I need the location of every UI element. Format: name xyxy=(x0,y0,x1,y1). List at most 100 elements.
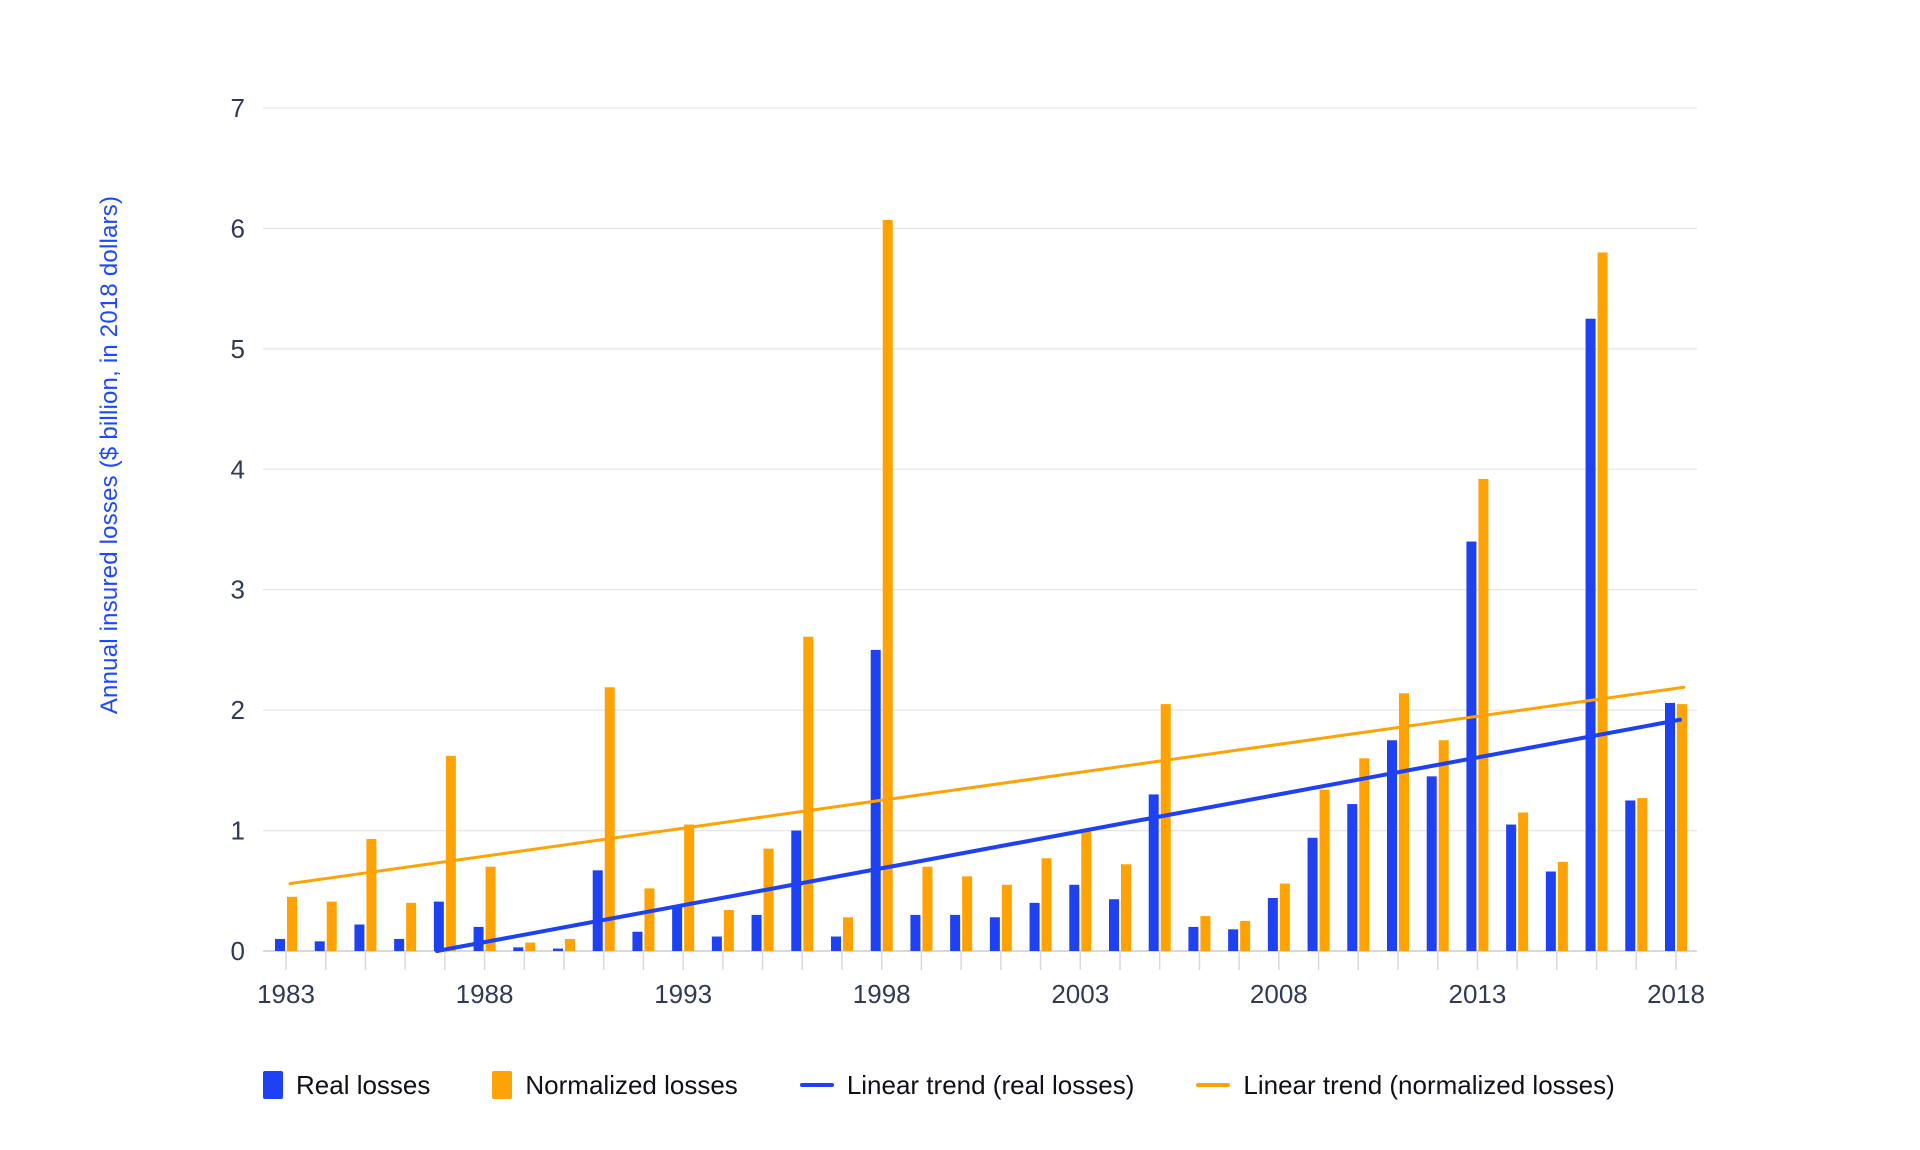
y-tick-label-5: 5 xyxy=(231,334,245,364)
bar-real-1987 xyxy=(433,901,444,951)
bar-real-1990 xyxy=(552,948,563,951)
legend-line-normalized-icon xyxy=(1196,1083,1231,1087)
bar-normalized-1992 xyxy=(644,888,655,951)
bar-normalized-1990 xyxy=(564,938,575,951)
bar-normalized-1987 xyxy=(445,755,456,951)
bar-normalized-2004 xyxy=(1120,864,1131,951)
bar-normalized-1988 xyxy=(485,866,496,951)
bar-real-1984 xyxy=(314,941,325,951)
x-tick-label-1983: 1983 xyxy=(257,979,315,1009)
bar-real-2014 xyxy=(1506,824,1517,951)
bar-normalized-2002 xyxy=(1041,858,1052,951)
bar-real-2000 xyxy=(950,914,961,951)
bar-real-1991 xyxy=(592,870,603,951)
x-tick-label-1988: 1988 xyxy=(456,979,514,1009)
bar-real-1996 xyxy=(791,830,802,951)
bar-real-2001 xyxy=(989,917,1000,951)
bar-real-1983 xyxy=(275,938,285,951)
bar-real-2011 xyxy=(1386,740,1397,951)
bar-normalized-2007 xyxy=(1240,920,1251,951)
bar-real-2002 xyxy=(1029,902,1040,951)
bar-real-1988 xyxy=(473,926,484,951)
legend-label-real: Real losses xyxy=(296,1069,431,1100)
x-tick-label-1998: 1998 xyxy=(853,979,911,1009)
bar-normalized-1985 xyxy=(366,839,377,951)
bar-normalized-1993 xyxy=(684,824,695,951)
legend: Real losses Normalized losses Linear tre… xyxy=(263,1064,1615,1106)
y-tick-label-7: 7 xyxy=(231,93,245,123)
bar-normalized-2008 xyxy=(1279,883,1290,951)
bar-chart-plot: 0 1 2 3 4 5 6 7 1983 1988 1993 1998 2003 2008 2013 2018 xyxy=(231,93,1705,1009)
bar-real-1993 xyxy=(672,906,683,951)
bar-real-2012 xyxy=(1426,776,1437,951)
legend-swatch-normalized-icon xyxy=(492,1071,513,1099)
bar-real-1989 xyxy=(513,947,524,951)
y-tick-label-4: 4 xyxy=(231,454,245,484)
bar-normalized-1995 xyxy=(763,848,774,951)
x-tick-label-2018: 2018 xyxy=(1647,979,1705,1009)
bar-real-2013 xyxy=(1466,541,1477,951)
bar-real-1995 xyxy=(751,914,762,951)
bar-real-2006 xyxy=(1188,926,1199,951)
bar-real-1986 xyxy=(394,938,405,951)
legend-line-real-icon xyxy=(799,1083,834,1087)
y-tick-label-3: 3 xyxy=(231,575,245,605)
bar-real-2003 xyxy=(1069,884,1080,951)
legend-item-real-losses: Real losses xyxy=(263,1070,430,1101)
bar-normalized-1991 xyxy=(604,687,615,951)
trend-line-normalized xyxy=(288,685,1686,886)
bar-normalized-2017 xyxy=(1637,798,1648,951)
bar-real-2017 xyxy=(1625,800,1636,951)
bar-normalized-1998 xyxy=(882,219,893,952)
legend-swatch-real-icon xyxy=(263,1071,283,1099)
bar-real-1992 xyxy=(632,931,643,951)
bar-normalized-1996 xyxy=(803,636,814,951)
y-tick-label-6: 6 xyxy=(231,213,245,243)
bar-normalized-1994 xyxy=(723,910,734,951)
x-tick-label-2003: 2003 xyxy=(1051,979,1109,1009)
x-tick-label-1993: 1993 xyxy=(654,979,712,1009)
x-tick-label-2008: 2008 xyxy=(1250,979,1308,1009)
bar-real-2009 xyxy=(1307,837,1318,951)
bar-normalized-1989 xyxy=(525,942,536,951)
bar-normalized-2015 xyxy=(1557,861,1568,951)
y-tick-label-2: 2 xyxy=(231,695,245,725)
legend-item-trend-normalized: Linear trend (normalized losses) xyxy=(1196,1069,1615,1101)
legend-label-trend-real: Linear trend (real losses) xyxy=(846,1069,1135,1100)
legend-item-trend-real: Linear trend (real losses) xyxy=(799,1069,1135,1101)
bar-real-2005 xyxy=(1148,794,1159,951)
legend-item-normalized-losses: Normalized losses xyxy=(492,1069,738,1101)
bar-normalized-1986 xyxy=(406,902,417,951)
bar-real-2004 xyxy=(1108,899,1119,951)
bar-real-1985 xyxy=(354,924,365,951)
y-tick-label-0: 0 xyxy=(231,936,245,966)
bar-normalized-1984 xyxy=(326,901,337,951)
bar-normalized-2010 xyxy=(1359,758,1370,951)
bar-real-2008 xyxy=(1267,898,1278,951)
bar-normalized-1983 xyxy=(287,896,297,951)
bar-real-2018 xyxy=(1664,702,1675,951)
bar-real-2010 xyxy=(1347,804,1358,951)
legend-label-trend-normalized: Linear trend (normalized losses) xyxy=(1243,1069,1615,1100)
bar-normalized-2000 xyxy=(962,876,973,951)
bar-normalized-2001 xyxy=(1001,884,1012,951)
bar-normalized-2016 xyxy=(1597,252,1608,952)
bar-normalized-2012 xyxy=(1438,740,1449,951)
bar-normalized-2003 xyxy=(1081,830,1092,951)
bar-normalized-2009 xyxy=(1319,789,1330,951)
bar-real-1999 xyxy=(910,914,921,951)
x-tick-label-2013: 2013 xyxy=(1448,979,1506,1009)
trend-line-real xyxy=(434,717,1682,953)
bar-normalized-1997 xyxy=(842,917,853,951)
bar-normalized-2005 xyxy=(1160,704,1171,951)
bar-normalized-2018 xyxy=(1676,704,1687,951)
bar-real-2007 xyxy=(1228,929,1239,951)
legend-label-normalized: Normalized losses xyxy=(525,1069,738,1100)
bar-real-2015 xyxy=(1545,871,1556,951)
bar-real-1994 xyxy=(711,936,722,951)
bar-normalized-2011 xyxy=(1398,693,1409,951)
bar-real-1997 xyxy=(830,936,841,951)
bar-normalized-2014 xyxy=(1518,812,1529,951)
bar-normalized-2006 xyxy=(1200,916,1211,951)
bar-normalized-1999 xyxy=(922,866,933,951)
